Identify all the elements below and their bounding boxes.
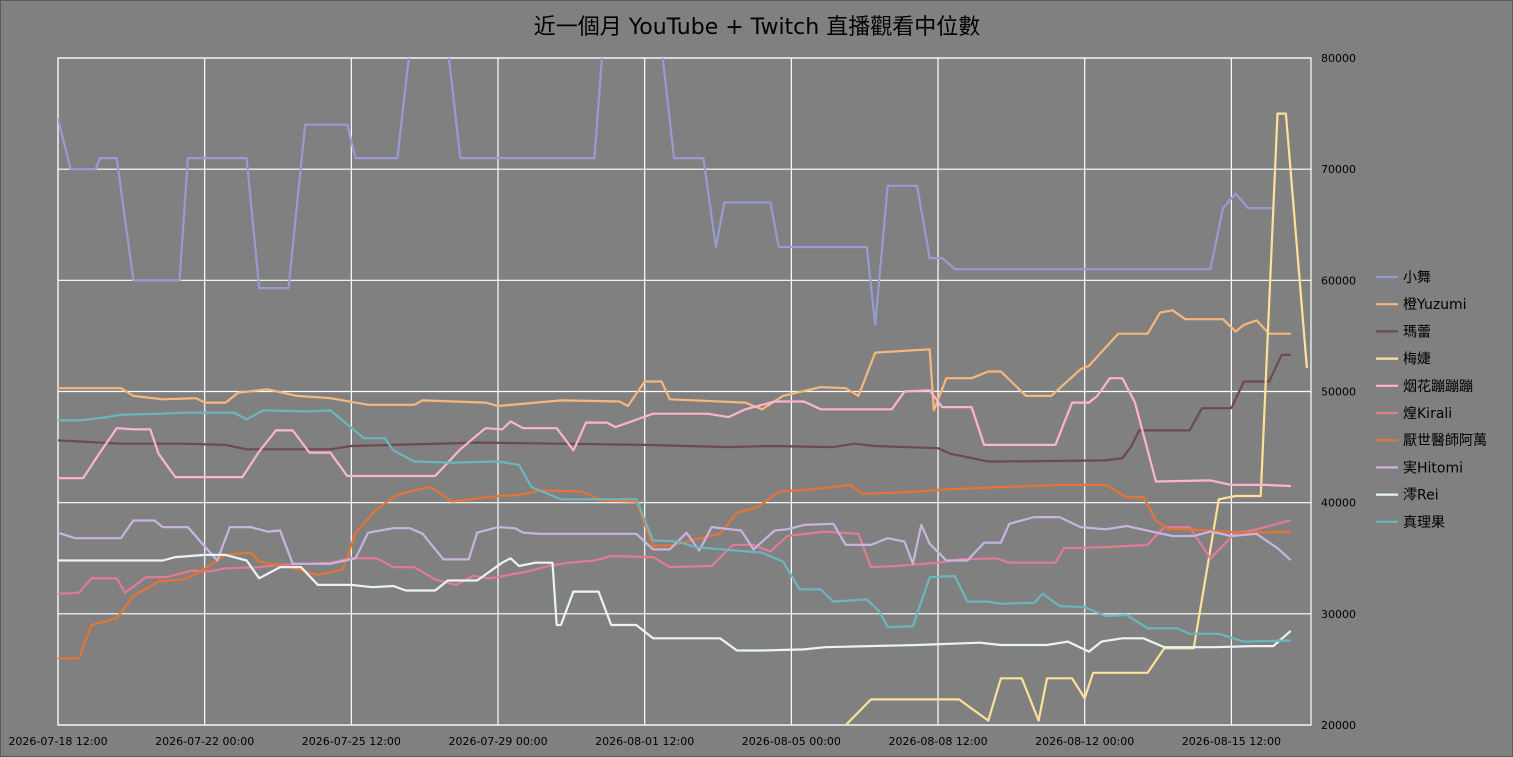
- x-tick-label: 2026-07-25 12:00: [302, 735, 401, 748]
- legend-label: 実Hitomi: [1403, 460, 1463, 476]
- series-line-1: [58, 58, 1275, 326]
- x-tick-label: 2026-08-15 12:00: [1182, 735, 1281, 748]
- series-line-9: [58, 553, 1292, 653]
- y-tick-label: 70000: [1321, 163, 1356, 176]
- y-tick-label: 50000: [1321, 386, 1356, 399]
- y-tick-label: 80000: [1321, 52, 1356, 65]
- legend-label: 橙Yuzumi: [1403, 297, 1467, 313]
- y-tick-label: 20000: [1321, 719, 1356, 732]
- series-line-2: [58, 309, 1292, 412]
- legend-label: 澪Rei: [1403, 488, 1439, 504]
- x-tick-label: 2026-08-05 00:00: [742, 735, 841, 748]
- legend-label: 梅婕: [1403, 352, 1431, 368]
- x-tick-label: 2026-07-18 12:00: [8, 735, 107, 748]
- legend-label: 真理果: [1403, 515, 1445, 531]
- x-tick-label: 2026-07-29 00:00: [448, 735, 547, 748]
- x-tick-label: 2026-08-12 00:00: [1035, 735, 1134, 748]
- series-line-6: [58, 519, 1292, 595]
- series-line-5: [58, 377, 1292, 488]
- legend-label: 小舞: [1403, 270, 1431, 286]
- legend-label: 煌Kirali: [1403, 406, 1452, 422]
- legend-label: 厭世醫師阿萬: [1403, 433, 1487, 449]
- y-tick-label: 60000: [1321, 274, 1356, 287]
- y-tick-label: 30000: [1321, 608, 1356, 621]
- x-tick-label: 2026-07-22 00:00: [155, 735, 254, 748]
- chart-title: 近一個月 YouTube + Twitch 直播觀看中位數: [534, 15, 980, 40]
- axis-layer: 20000 30000 40000 50000 60000 70000 80000 2026-…: [8, 52, 1356, 748]
- x-tick-label: 2026-08-01 12:00: [595, 735, 694, 748]
- x-tick-label: 2026-08-08 12:00: [888, 735, 987, 748]
- series-line-8: [58, 515, 1292, 565]
- series-layer: [58, 58, 1308, 725]
- legend-label: 瑪蕾: [1403, 324, 1431, 340]
- legend-label: 烟花蹦蹦蹦: [1403, 379, 1473, 395]
- series-line-3: [58, 353, 1292, 463]
- series-line-4: [844, 112, 1308, 725]
- series-line-10: [58, 409, 1292, 643]
- y-tick-label: 40000: [1321, 497, 1356, 510]
- grid-layer: [57, 57, 1312, 726]
